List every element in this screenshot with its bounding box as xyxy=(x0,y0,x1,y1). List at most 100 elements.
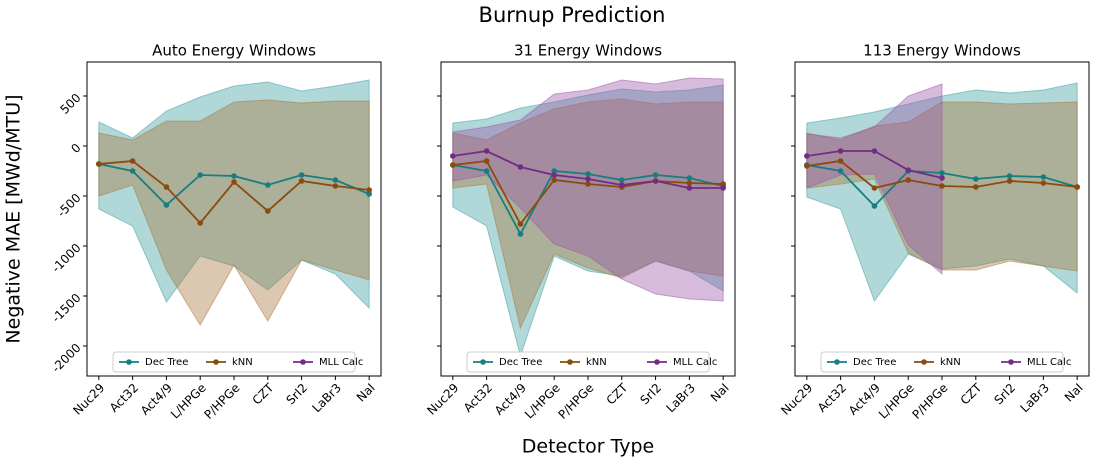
point xyxy=(939,175,945,181)
x-tick-label: L/HPGe xyxy=(168,381,209,422)
point xyxy=(551,168,558,174)
legend-box xyxy=(466,351,710,373)
legend-marker xyxy=(921,359,927,365)
point xyxy=(517,164,524,170)
legend-marker xyxy=(567,359,573,365)
point xyxy=(871,185,878,191)
legend-marker xyxy=(1008,359,1014,365)
x-tick-label: LaBr3 xyxy=(1017,381,1052,416)
x-tick-label: LaBr3 xyxy=(663,381,698,416)
point xyxy=(298,172,305,178)
legend-marker xyxy=(480,359,486,365)
point xyxy=(1040,180,1047,186)
error-band xyxy=(98,99,370,326)
point xyxy=(939,183,945,189)
legend-box xyxy=(820,351,1064,373)
legend-label: Dec Tree xyxy=(499,357,542,368)
x-tick-label: Act32 xyxy=(461,381,495,415)
point xyxy=(837,158,844,164)
point xyxy=(804,153,810,159)
point xyxy=(618,177,625,183)
legend-marker xyxy=(213,359,219,365)
point xyxy=(197,220,204,226)
figure-title: Burnup Prediction xyxy=(479,3,666,27)
plot-frame xyxy=(440,61,736,377)
error-band xyxy=(452,77,724,302)
x-tick-label: LaBr3 xyxy=(309,381,344,416)
point xyxy=(1006,178,1013,184)
legend-label: MLL Calc xyxy=(319,357,363,368)
x-tick-label: P/HPGe xyxy=(201,381,242,422)
x-tick-label: L/HPGe xyxy=(522,381,563,422)
x-tick-label: Nuc29 xyxy=(70,381,107,418)
legend-label: Dec Tree xyxy=(145,357,188,368)
x-tick-label: SrI2 xyxy=(638,381,665,408)
x-tick-label: CZT xyxy=(604,380,631,407)
x-tick-label: NaI xyxy=(708,381,732,405)
panel-title: 31 Energy Windows xyxy=(514,42,662,60)
legend-label: kNN xyxy=(586,357,607,368)
point xyxy=(551,177,558,183)
legend-label: MLL Calc xyxy=(673,357,717,368)
x-tick-label: NaI xyxy=(1062,381,1086,405)
point xyxy=(231,173,237,179)
point xyxy=(585,176,591,182)
legend-marker xyxy=(126,359,132,365)
x-tick-label: P/HPGe xyxy=(909,381,950,422)
legend-label: kNN xyxy=(232,357,253,368)
x-tick-label: CZT xyxy=(250,380,277,407)
point xyxy=(652,178,659,184)
point xyxy=(1074,184,1080,190)
point xyxy=(686,175,693,181)
point xyxy=(366,191,372,197)
x-tick-label: Nuc29 xyxy=(424,381,461,418)
point xyxy=(332,177,339,183)
x-tick-label: SrI2 xyxy=(992,381,1019,408)
point xyxy=(871,148,878,154)
point xyxy=(686,185,693,191)
point xyxy=(129,158,136,164)
y-tick-label: -500 xyxy=(54,191,83,220)
x-tick-label: L/HPGe xyxy=(876,381,917,422)
legend-label: MLL Calc xyxy=(1027,357,1071,368)
point xyxy=(618,182,625,188)
legend-marker xyxy=(300,359,306,365)
point xyxy=(483,158,490,164)
y-axis-label: Negative MAE [MWd/MTU] xyxy=(3,94,25,343)
point xyxy=(197,172,204,178)
point xyxy=(231,179,237,185)
point xyxy=(720,181,726,187)
point xyxy=(163,202,170,208)
point xyxy=(652,172,659,178)
plot-frame xyxy=(794,61,1090,377)
legend-marker xyxy=(834,359,840,365)
panel-title: 113 Energy Windows xyxy=(863,42,1021,60)
y-tick-label: -1000 xyxy=(49,241,84,276)
legend-label: kNN xyxy=(940,357,961,368)
x-tick-label: P/HPGe xyxy=(555,381,596,422)
point xyxy=(483,148,490,154)
point xyxy=(837,168,844,174)
point xyxy=(804,163,810,169)
point xyxy=(483,168,490,174)
x-tick-label: NaI xyxy=(354,381,378,405)
point xyxy=(585,181,591,187)
x-tick-label: Act32 xyxy=(815,381,849,415)
point xyxy=(298,178,305,184)
point xyxy=(450,162,456,168)
point xyxy=(264,208,271,214)
point xyxy=(129,168,136,174)
point xyxy=(939,170,945,176)
point xyxy=(517,231,524,237)
x-tick-label: SrI2 xyxy=(284,381,311,408)
x-tick-label: Act32 xyxy=(107,381,141,415)
point xyxy=(366,187,372,193)
point xyxy=(905,167,912,173)
point xyxy=(1006,173,1013,179)
legend-box xyxy=(112,351,356,373)
x-axis-label: Detector Type xyxy=(522,436,654,458)
point xyxy=(686,180,693,186)
point xyxy=(720,185,726,191)
plot-frame xyxy=(86,61,382,377)
